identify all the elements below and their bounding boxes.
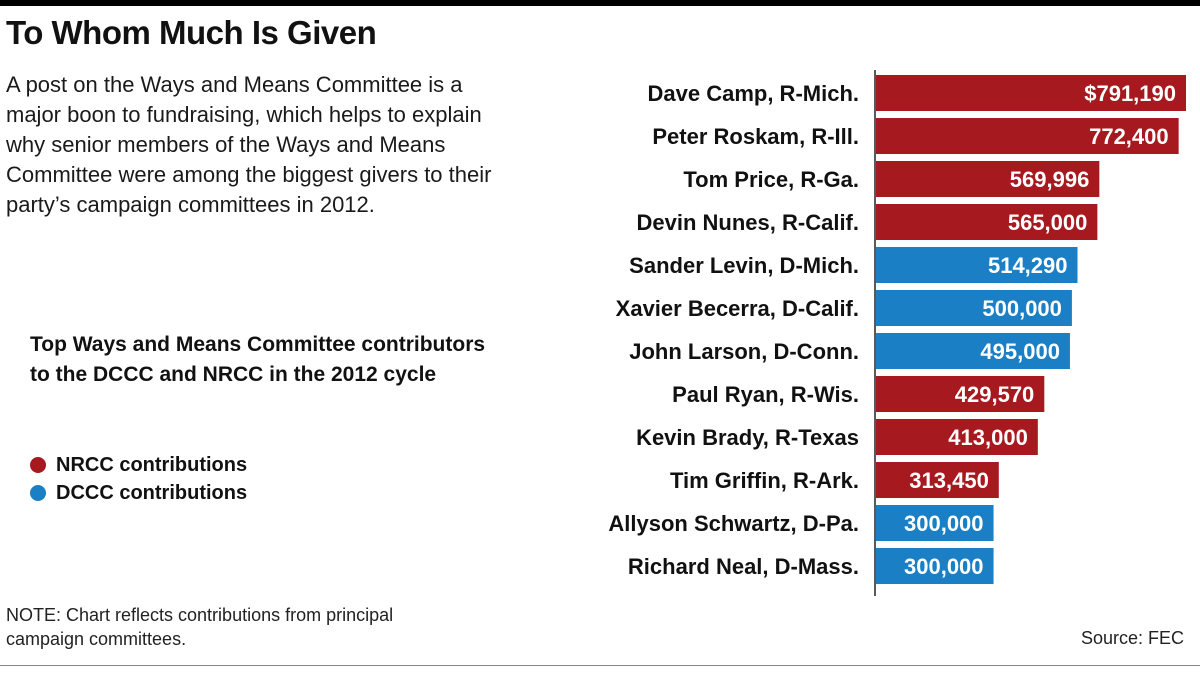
bar-6 xyxy=(876,333,1070,369)
value-label-11: 300,000 xyxy=(904,554,984,579)
bar-3 xyxy=(876,204,1098,240)
bottom-rule xyxy=(0,665,1200,666)
category-label-5: Xavier Becerra, D-Calif. xyxy=(616,296,859,321)
legend-item-nrcc: NRCC contributions xyxy=(30,451,247,479)
bar-7 xyxy=(876,376,1045,412)
category-label-10: Allyson Schwartz, D-Pa. xyxy=(608,511,859,536)
category-label-11: Richard Neal, D-Mass. xyxy=(628,554,859,579)
value-label-6: 495,000 xyxy=(980,339,1060,364)
intro-text: A post on the Ways and Means Committee i… xyxy=(6,72,492,217)
legend-item-dccc: DCCC contributions xyxy=(30,479,247,507)
source-credit: Source: FEC xyxy=(1080,628,1184,648)
category-label-1: Peter Roskam, R-Ill. xyxy=(652,124,859,149)
nrcc-swatch xyxy=(30,457,46,473)
bar-0 xyxy=(876,75,1186,111)
legend-label-dccc: DCCC contributions xyxy=(56,481,248,504)
bar-9 xyxy=(876,462,999,498)
value-label-2: 569,996 xyxy=(1010,167,1090,192)
category-label-4: Sander Levin, D-Mich. xyxy=(629,253,859,278)
page-title: To Whom Much Is Given xyxy=(6,14,377,51)
value-label-5: 500,000 xyxy=(982,296,1062,321)
value-label-3: 565,000 xyxy=(1008,210,1088,235)
chart-subtitle: Top Ways and Means Committee contributor… xyxy=(30,333,486,386)
legend-label-nrcc: NRCC contributions xyxy=(56,453,248,476)
value-label-4: 514,290 xyxy=(988,253,1068,278)
category-label-2: Tom Price, R-Ga. xyxy=(683,167,859,192)
category-label-8: Kevin Brady, R-Texas xyxy=(636,425,859,450)
category-label-7: Paul Ryan, R-Wis. xyxy=(672,382,859,407)
value-label-10: 300,000 xyxy=(904,511,984,536)
bar-1 xyxy=(876,118,1179,154)
category-label-6: John Larson, D-Conn. xyxy=(629,339,859,364)
top-rule xyxy=(0,0,1200,6)
bar-11 xyxy=(876,548,994,584)
value-label-9: 313,450 xyxy=(909,468,989,493)
bar-8 xyxy=(876,419,1038,455)
category-label-3: Devin Nunes, R-Calif. xyxy=(637,210,859,235)
bar-5 xyxy=(876,290,1072,326)
value-label-7: 429,570 xyxy=(955,382,1035,407)
legend: NRCC contributions DCCC contributions xyxy=(30,451,247,507)
category-label-0: Dave Camp, R-Mich. xyxy=(648,81,860,106)
dccc-swatch xyxy=(30,485,46,501)
value-label-1: 772,400 xyxy=(1089,124,1169,149)
bar-2 xyxy=(876,161,1100,197)
value-label-8: 413,000 xyxy=(948,425,1028,450)
category-label-9: Tim Griffin, R-Ark. xyxy=(670,468,859,493)
value-label-0: $791,190 xyxy=(1084,81,1176,106)
bar-10 xyxy=(876,505,994,541)
chart-note: NOTE: Chart reflects contributions from … xyxy=(6,605,394,649)
bar-4 xyxy=(876,247,1078,283)
